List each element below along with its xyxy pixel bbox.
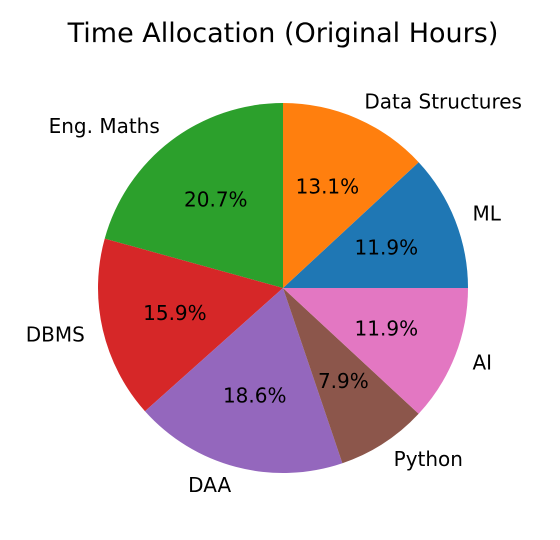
pct-label-ai: 11.9% <box>355 317 419 341</box>
category-label-ml: ML <box>472 202 501 226</box>
pie-slice-daa <box>145 288 343 474</box>
pct-label-dbms: 15.9% <box>143 301 207 325</box>
pie-slice-python <box>283 288 419 464</box>
pct-label-ml: 11.9% <box>355 235 419 259</box>
pie-slice-eng-maths <box>104 103 283 288</box>
category-label-daa: DAA <box>188 473 231 497</box>
pct-label-daa: 18.6% <box>223 383 287 407</box>
pct-label-data-structures: 13.1% <box>296 174 360 198</box>
pie-slice-ml <box>283 162 468 288</box>
category-label-ai: AI <box>472 350 492 374</box>
pie-slice-data-structures <box>283 103 419 288</box>
pct-label-python: 7.9% <box>318 369 369 393</box>
pie-labels: 11.9% ML 13.1% Data Structures 20.7% Eng. Mat… <box>26 89 522 496</box>
chart-title: Time Allocation (Original Hours) <box>67 18 499 49</box>
pie-slices <box>98 103 468 474</box>
category-label-python: Python <box>394 447 463 471</box>
category-label-eng-maths: Eng. Maths <box>49 114 160 138</box>
category-label-data-structures: Data Structures <box>364 89 522 113</box>
pie-slice-ai <box>283 288 468 414</box>
pie-slice-dbms <box>98 238 284 412</box>
pct-label-eng-maths: 20.7% <box>184 188 248 212</box>
category-label-dbms: DBMS <box>26 322 85 346</box>
